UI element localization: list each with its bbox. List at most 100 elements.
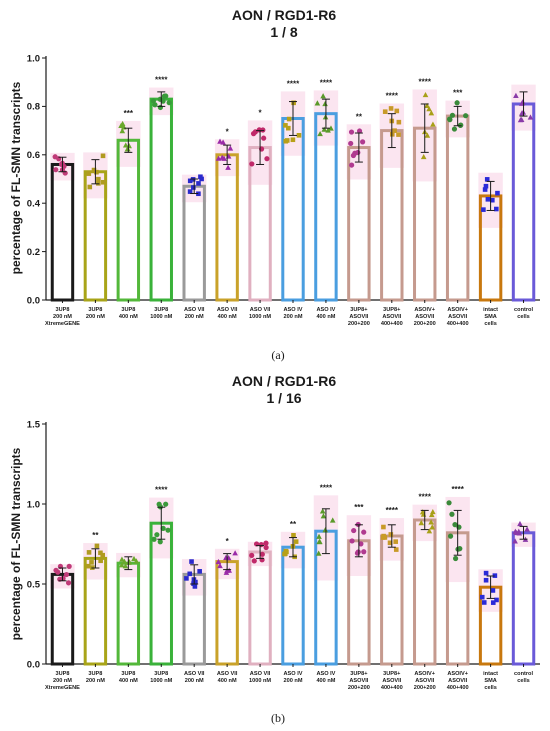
data-point — [319, 508, 326, 514]
x-category-label: 3UP8 — [88, 671, 102, 677]
data-point — [296, 133, 302, 138]
significance-label: *** — [354, 503, 364, 512]
data-point — [259, 551, 265, 557]
x-category-label: 200+200 — [414, 321, 436, 327]
data-point — [481, 600, 487, 605]
data-point — [512, 528, 519, 534]
data-point — [86, 171, 92, 176]
x-category-label: ASO IV — [316, 307, 335, 313]
y-tick-label: 0.8 — [27, 102, 40, 113]
data-point — [161, 93, 168, 99]
y-tick-label: 0.2 — [27, 247, 40, 258]
data-point — [260, 127, 266, 133]
data-point — [322, 100, 328, 107]
data-point — [351, 527, 357, 534]
data-point — [261, 135, 267, 141]
x-category-label: 3UP8 — [55, 307, 69, 313]
panel-b-y-axis-label: percentage of FL-SMN transcripts — [9, 447, 23, 640]
data-point — [490, 600, 496, 605]
significance-label: * — [259, 108, 263, 117]
x-category-label: 1000 nM — [150, 314, 172, 320]
data-point — [356, 128, 363, 134]
significance-label: **** — [287, 79, 300, 88]
data-point — [485, 197, 491, 202]
data-point — [393, 547, 399, 552]
data-point — [163, 501, 169, 507]
panel-a-label: (a) — [271, 348, 284, 362]
data-point — [225, 164, 231, 170]
data-point — [197, 569, 202, 574]
data-point — [348, 140, 354, 147]
data-point — [517, 520, 523, 527]
x-category-label: ASO IV — [284, 307, 303, 313]
x-category-label: ASO VII — [217, 671, 238, 677]
data-point — [382, 109, 388, 114]
bar — [116, 561, 141, 666]
data-point — [263, 540, 269, 546]
x-category-label: 200+200 — [348, 685, 370, 691]
x-category-label: 1000 nM — [249, 678, 271, 684]
data-point — [98, 550, 103, 556]
data-point — [512, 538, 518, 544]
data-point — [424, 132, 431, 138]
x-category-label: 200 nM — [185, 314, 204, 320]
data-point — [315, 550, 322, 556]
data-point — [454, 100, 460, 106]
data-point — [483, 183, 489, 189]
data-point — [89, 560, 94, 565]
bar — [182, 184, 206, 302]
bar — [445, 114, 470, 302]
data-point — [151, 536, 157, 542]
data-point — [393, 539, 399, 544]
data-point — [449, 511, 455, 517]
x-category-label: ASOVII — [349, 314, 368, 320]
data-point — [55, 569, 61, 575]
x-category-label: ASOIV+ — [447, 671, 468, 677]
x-category-label: 3UP8 — [154, 307, 168, 313]
x-category-label: 3UP8 — [121, 671, 135, 677]
data-point — [286, 125, 291, 131]
x-category-label: ASOVII — [415, 314, 434, 320]
x-category-label: control — [514, 307, 533, 313]
x-category-label: 400 nM — [218, 678, 237, 684]
x-category-label: XtremeGENE — [45, 685, 80, 691]
data-point — [490, 588, 496, 593]
significance-label: **** — [320, 78, 333, 87]
data-point — [452, 522, 458, 528]
data-point — [150, 98, 157, 104]
significance-label: *** — [453, 89, 463, 98]
data-point — [381, 533, 386, 539]
data-point — [189, 559, 194, 564]
data-point — [119, 562, 125, 568]
x-category-label: 3UP8 — [154, 671, 168, 677]
significance-label: **** — [386, 506, 399, 515]
x-category-label: ASOVII — [382, 314, 401, 320]
data-point — [187, 571, 193, 577]
data-point — [215, 155, 222, 161]
data-point — [482, 187, 488, 192]
data-point — [355, 149, 361, 156]
x-category-label: control — [514, 671, 533, 677]
data-point — [191, 185, 196, 190]
data-point — [513, 92, 519, 98]
data-point — [157, 96, 163, 102]
panel-a-title: AON / RGD1-R6 — [232, 7, 336, 23]
data-point — [283, 138, 289, 144]
data-point — [63, 571, 70, 578]
panel-a-y-axis-label: percentage of FL-SMN transcripts — [9, 81, 23, 274]
significance-label: **** — [155, 486, 168, 495]
data-point — [428, 519, 434, 525]
data-point — [101, 179, 106, 185]
data-point — [166, 100, 172, 106]
x-category-label: ASOIV+ — [414, 671, 435, 677]
x-category-label: cells — [484, 685, 496, 691]
x-category-label: ASOVII — [349, 678, 368, 684]
y-tick-label: 1.0 — [27, 53, 40, 64]
data-point — [490, 197, 495, 203]
x-category-label: 200 nM — [86, 678, 105, 684]
data-point — [160, 525, 166, 531]
x-category-label: ASOVII — [382, 678, 401, 684]
data-point — [283, 123, 288, 128]
